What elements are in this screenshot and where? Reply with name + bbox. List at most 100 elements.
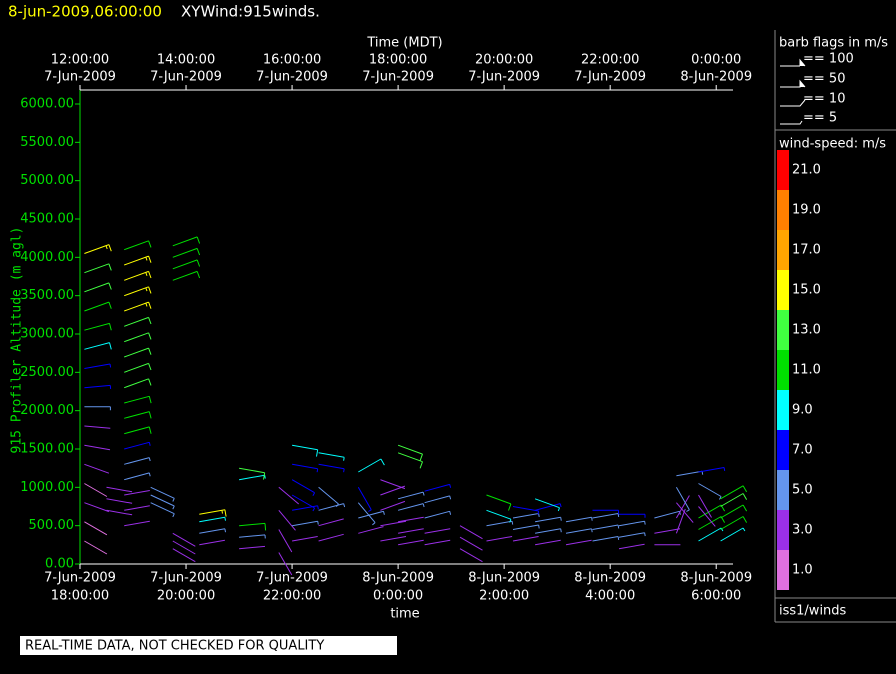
wind-barb <box>84 483 108 497</box>
colorbar-segment <box>777 150 789 190</box>
wind-barb <box>124 441 151 450</box>
wind-barb <box>675 495 690 519</box>
wind-barb <box>278 486 300 505</box>
wind-barb <box>124 270 152 281</box>
wind-barb <box>380 479 406 490</box>
wind-barb <box>357 502 376 526</box>
wind-barb <box>199 528 226 534</box>
wind-barb <box>358 458 385 473</box>
wind-barb <box>124 395 152 404</box>
wind-barb <box>278 529 293 553</box>
wind-barb <box>358 510 385 519</box>
wind-barb <box>534 503 562 511</box>
wind-barb <box>424 483 452 492</box>
wind-barb <box>397 491 425 500</box>
y-tick-label: 4500.00 <box>20 212 74 227</box>
wind-barb <box>124 411 152 419</box>
x-tick-label: 7-Jun-2009 <box>256 571 328 586</box>
colorbar-segment <box>777 510 789 550</box>
wind-barb <box>535 516 562 523</box>
wind-barb <box>565 539 592 546</box>
wind-barb <box>720 493 748 507</box>
wind-barb <box>397 503 425 511</box>
x-tick-label: 2:00:00 <box>479 589 529 604</box>
x-tick-label: 7-Jun-2009 <box>150 571 222 586</box>
footer-box <box>20 636 397 655</box>
colorbar-segment <box>777 550 789 590</box>
wind-barb <box>618 543 645 550</box>
wind-barb <box>675 487 690 512</box>
y-tick-label: 3000.00 <box>20 327 74 342</box>
wind-barb <box>565 516 593 523</box>
top-x-tick-label: 8-Jun-2009 <box>680 70 752 85</box>
wind-barb <box>486 509 512 523</box>
wind-barb <box>676 470 704 477</box>
wind-barb <box>698 483 722 500</box>
wind-barb <box>512 513 540 519</box>
y-tick-label: 6000.00 <box>20 97 74 112</box>
x-tick-label: 0:00:00 <box>373 589 423 604</box>
wind-barb <box>424 539 451 546</box>
wind-barb <box>124 240 152 251</box>
wind-barb <box>84 406 111 411</box>
wind-barb <box>291 494 316 512</box>
wind-barb <box>124 426 152 435</box>
x-tick-label: 4:00:00 <box>585 589 635 604</box>
top-x-tick-label: 18:00:00 <box>369 53 427 68</box>
wind-barb <box>292 505 319 511</box>
wind-barb <box>486 520 514 527</box>
wind-barb <box>84 384 112 389</box>
colorbar-label: 1.0 <box>792 563 813 578</box>
wind-barb <box>199 509 227 517</box>
top-x-tick-label: 12:00:00 <box>51 53 109 68</box>
colorbar-segment <box>777 470 789 510</box>
wind-barb <box>106 486 133 493</box>
top-x-tick-label: 7-Jun-2009 <box>150 70 222 85</box>
colorbar-segment <box>777 390 789 430</box>
top-x-tick-label: 22:00:00 <box>581 53 639 68</box>
wind-barb <box>239 545 266 550</box>
wind-barb <box>397 452 423 469</box>
wind-barb <box>318 452 345 461</box>
wind-barb <box>172 247 201 258</box>
wind-barb <box>698 467 726 473</box>
top-x-tick-label: 7-Jun-2009 <box>468 70 540 85</box>
top-x-tick-label: 16:00:00 <box>263 53 321 68</box>
y-tick-label: 1000.00 <box>20 480 74 495</box>
wind-barb <box>124 472 151 481</box>
wind-barb <box>424 510 452 519</box>
wind-barb <box>534 498 560 512</box>
colorbar-label: 15.0 <box>792 283 821 298</box>
wind-barb <box>357 487 372 512</box>
wind-barb <box>124 316 152 327</box>
wind-barb <box>459 525 483 540</box>
wind-barb <box>512 524 540 530</box>
wind-barb <box>618 532 646 538</box>
source-label: iss1/winds <box>779 604 847 619</box>
wind-barb <box>654 528 681 534</box>
colorbar-label: 19.0 <box>792 203 821 218</box>
legend-icon <box>780 120 803 125</box>
wind-barb <box>512 506 540 515</box>
y-axis-label: 915 Profiler Altitude (m agl) <box>10 227 25 454</box>
x-tick-label: 18:00:00 <box>51 589 109 604</box>
wind-barb <box>720 527 746 542</box>
legend-label: == 5 <box>803 111 837 126</box>
y-tick-label: 1500.00 <box>20 442 74 457</box>
y-tick-label: 5000.00 <box>20 173 74 188</box>
x-tick-label: 8-Jun-2009 <box>574 571 646 586</box>
chart-title: 8-jun-2009,06:00:00 <box>8 3 162 21</box>
wind-barb <box>535 539 561 546</box>
wind-barb <box>619 513 646 518</box>
x-axis-label: time <box>390 607 419 622</box>
barbs <box>84 236 748 576</box>
top-x-tick-label: 7-Jun-2009 <box>574 70 646 85</box>
wind-barb <box>676 502 694 523</box>
wind-barb <box>592 524 620 530</box>
wind-barb <box>358 526 384 534</box>
wind-barb <box>172 548 196 563</box>
wind-barb <box>84 263 112 274</box>
x-tick-label: 7-Jun-2009 <box>44 571 116 586</box>
wind-barb <box>84 282 112 293</box>
legend-icons <box>780 58 806 125</box>
